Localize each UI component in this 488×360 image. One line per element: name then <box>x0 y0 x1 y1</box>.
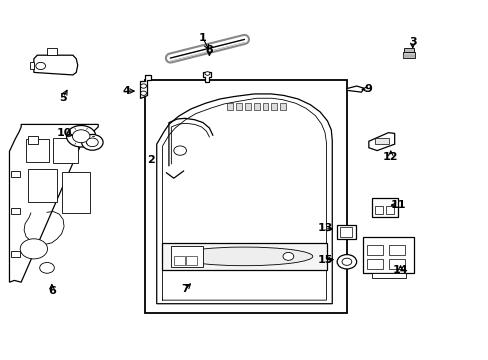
Text: 11: 11 <box>389 200 405 210</box>
Circle shape <box>141 91 146 95</box>
Polygon shape <box>34 55 78 75</box>
Text: 8: 8 <box>205 45 213 55</box>
Polygon shape <box>244 103 250 110</box>
Polygon shape <box>236 103 242 110</box>
Circle shape <box>283 252 293 260</box>
Polygon shape <box>157 94 331 304</box>
Text: 2: 2 <box>147 155 154 165</box>
Polygon shape <box>140 75 151 98</box>
Bar <box>371 198 397 217</box>
Bar <box>53 138 78 163</box>
Circle shape <box>20 239 47 259</box>
Bar <box>173 256 184 265</box>
Bar <box>374 206 383 214</box>
Bar <box>11 251 20 257</box>
Bar <box>27 136 38 144</box>
Polygon shape <box>253 103 259 110</box>
Bar <box>161 243 327 270</box>
Bar <box>336 225 355 239</box>
Polygon shape <box>271 103 277 110</box>
Polygon shape <box>371 273 406 278</box>
Circle shape <box>141 84 146 88</box>
Bar <box>61 172 90 213</box>
Text: 12: 12 <box>382 152 398 162</box>
Bar <box>11 208 20 214</box>
Text: 3: 3 <box>408 37 416 47</box>
Polygon shape <box>9 125 98 282</box>
Bar <box>374 138 388 144</box>
Bar <box>388 259 404 269</box>
Circle shape <box>173 146 186 155</box>
Bar <box>27 169 57 202</box>
Circle shape <box>336 255 356 269</box>
Ellipse shape <box>176 247 312 266</box>
Polygon shape <box>403 52 414 58</box>
Polygon shape <box>47 48 57 55</box>
Polygon shape <box>280 103 285 110</box>
Polygon shape <box>227 103 233 110</box>
Polygon shape <box>262 103 268 110</box>
Bar <box>186 256 197 265</box>
Circle shape <box>72 130 90 143</box>
Circle shape <box>81 134 103 150</box>
Text: 6: 6 <box>48 286 56 296</box>
Text: 4: 4 <box>122 86 130 96</box>
Text: 1: 1 <box>199 33 206 43</box>
Bar <box>362 237 413 273</box>
Polygon shape <box>368 133 394 150</box>
Bar <box>339 227 351 237</box>
Circle shape <box>66 126 96 147</box>
Polygon shape <box>346 86 363 92</box>
Circle shape <box>36 62 45 69</box>
Circle shape <box>341 258 351 265</box>
Bar <box>385 206 393 214</box>
Text: 7: 7 <box>181 284 188 294</box>
Text: 15: 15 <box>317 255 332 265</box>
Bar <box>366 245 382 255</box>
Circle shape <box>204 72 209 75</box>
Circle shape <box>40 262 54 273</box>
Polygon shape <box>404 48 413 52</box>
Bar <box>76 136 87 144</box>
Text: 9: 9 <box>363 84 371 94</box>
Bar <box>11 171 20 177</box>
Bar <box>388 245 404 255</box>
Circle shape <box>86 138 98 147</box>
Text: 13: 13 <box>317 224 332 233</box>
Bar <box>366 259 382 269</box>
Text: 5: 5 <box>59 93 67 103</box>
Text: 10: 10 <box>56 129 72 138</box>
Bar <box>26 139 49 162</box>
Bar <box>144 80 346 313</box>
Polygon shape <box>203 72 211 82</box>
Polygon shape <box>30 62 34 69</box>
Text: 14: 14 <box>392 265 407 275</box>
Bar <box>171 246 203 267</box>
